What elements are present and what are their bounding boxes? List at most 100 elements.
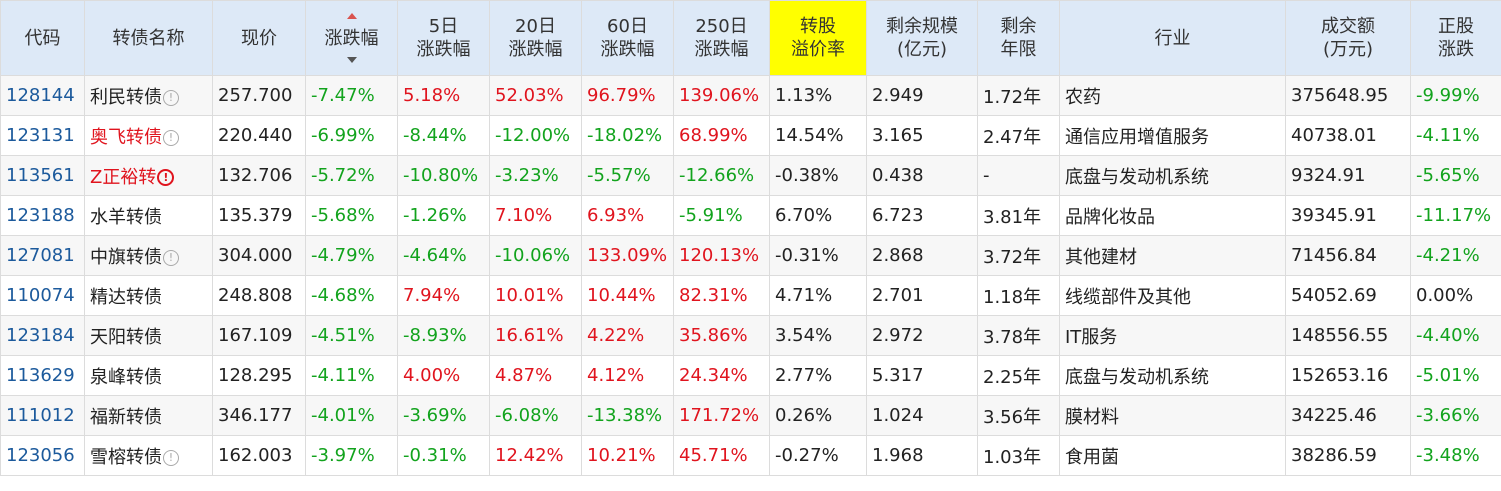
years-cell-text: 1.03年 xyxy=(983,446,1042,468)
volume-cell: 34225.46 xyxy=(1285,395,1411,436)
col-header-5d[interactable]: 5日 涨跌幅 xyxy=(397,0,490,76)
code-cell-text[interactable]: 113629 xyxy=(6,365,75,386)
col-header-20d[interactable]: 20日 涨跌幅 xyxy=(489,0,582,76)
change-20d-cell-text: -3.23% xyxy=(495,165,559,186)
code-cell-text[interactable]: 123184 xyxy=(6,325,75,346)
years-cell-text: 1.72年 xyxy=(983,86,1042,108)
volume-cell: 152653.16 xyxy=(1285,355,1411,396)
table-row[interactable]: 128144 利民转债! 257.700 -7.47% 5.18% 52.03% 96.79… xyxy=(0,75,1501,116)
table-row[interactable]: 127081 中旗转债! 304.000 -4.79% -4.64% -10.06% 133… xyxy=(0,235,1501,276)
price-cell: 132.706 xyxy=(212,155,306,196)
change-20d-cell: 12.42% xyxy=(489,435,582,476)
table-body: 128144 利民转债! 257.700 -7.47% 5.18% 52.03% 96.79… xyxy=(0,75,1501,476)
col-header-250d[interactable]: 250日 涨跌幅 xyxy=(673,0,770,76)
code-cell[interactable]: 123056 xyxy=(0,435,85,476)
col-header-volume[interactable]: 成交额 (万元) xyxy=(1285,0,1411,76)
name-cell[interactable]: 雪榕转债! xyxy=(84,435,213,476)
col-header-change[interactable]: 涨跌幅 xyxy=(305,0,398,76)
table-row[interactable]: 113629 泉峰转债 128.295 -4.11% 4.00% 4.87% 4.12% 24… xyxy=(0,355,1501,396)
change-60d-cell: -18.02% xyxy=(581,115,674,156)
change-60d-cell-text: -13.38% xyxy=(587,405,663,426)
change-cell-text: -4.51% xyxy=(311,325,375,346)
name-cell-text[interactable]: 雪榕转债 xyxy=(90,446,162,468)
change-250d-cell: 171.72% xyxy=(673,395,770,436)
code-cell-text[interactable]: 113561 xyxy=(6,165,75,186)
col-header-name[interactable]: 转债名称 xyxy=(84,0,213,76)
price-cell-text: 248.808 xyxy=(218,285,293,306)
warning-icon[interactable]: ! xyxy=(157,168,175,186)
code-cell-text[interactable]: 110074 xyxy=(6,285,75,306)
change-5d-cell: -1.26% xyxy=(397,195,490,236)
change-20d-cell-text: 10.01% xyxy=(495,285,564,306)
name-cell-text[interactable]: 水羊转债 xyxy=(90,206,162,228)
code-cell[interactable]: 113629 xyxy=(0,355,85,396)
code-cell-text[interactable]: 128144 xyxy=(6,85,75,106)
col-header-stock[interactable]: 正股 涨跌 xyxy=(1410,0,1501,76)
name-cell[interactable]: Z正裕转! xyxy=(84,155,213,196)
name-cell[interactable]: 水羊转债 xyxy=(84,195,213,236)
industry-cell-text: 底盘与发动机系统 xyxy=(1065,166,1209,188)
name-cell-text[interactable]: 奥飞转债 xyxy=(90,126,162,148)
name-cell[interactable]: 中旗转债! xyxy=(84,235,213,276)
table-row[interactable]: 113561 Z正裕转! 132.706 -5.72% -10.80% -3.23% -5.… xyxy=(0,155,1501,196)
change-250d-cell-text: 171.72% xyxy=(679,405,760,426)
industry-cell: 通信应用增值服务 xyxy=(1059,115,1286,156)
name-cell-text[interactable]: Z正裕转 xyxy=(90,166,157,188)
table-row[interactable]: 110074 精达转债 248.808 -4.68% 7.94% 10.01% 10.44%… xyxy=(0,275,1501,316)
code-cell[interactable]: 123188 xyxy=(0,195,85,236)
name-cell-text[interactable]: 中旗转债 xyxy=(90,246,162,268)
name-cell-text[interactable]: 天阳转债 xyxy=(90,326,162,348)
info-icon[interactable]: ! xyxy=(163,449,179,466)
col-header-code[interactable]: 代码 xyxy=(0,0,85,76)
name-cell-text[interactable]: 泉峰转债 xyxy=(90,366,162,388)
code-cell[interactable]: 128144 xyxy=(0,75,85,116)
col-header-years[interactable]: 剩余 年限 xyxy=(977,0,1060,76)
table-row[interactable]: 111012 福新转债 346.177 -4.01% -3.69% -6.08% -13.3… xyxy=(0,395,1501,436)
name-cell[interactable]: 奥飞转债! xyxy=(84,115,213,156)
name-cell[interactable]: 精达转债 xyxy=(84,275,213,316)
change-cell: -4.51% xyxy=(305,315,398,356)
change-250d-cell-text: 68.99% xyxy=(679,125,748,146)
col-header-5d-line1: 5日 xyxy=(428,16,459,37)
premium-cell-text: 6.70% xyxy=(775,205,833,226)
col-header-premium[interactable]: 转股 溢价率 xyxy=(769,0,867,76)
change-5d-cell: -0.31% xyxy=(397,435,490,476)
table-row[interactable]: 123188 水羊转债 135.379 -5.68% -1.26% 7.10% 6.93% -… xyxy=(0,195,1501,236)
change-250d-cell: -5.91% xyxy=(673,195,770,236)
price-cell-text: 167.109 xyxy=(218,325,293,346)
volume-cell-text: 148556.55 xyxy=(1291,325,1389,346)
scale-cell-text: 3.165 xyxy=(872,125,924,146)
code-cell-text[interactable]: 127081 xyxy=(6,245,75,266)
name-cell-text[interactable]: 福新转债 xyxy=(90,406,162,428)
info-icon[interactable]: ! xyxy=(163,129,179,146)
info-icon[interactable]: ! xyxy=(163,89,179,106)
code-cell[interactable]: 123184 xyxy=(0,315,85,356)
name-cell[interactable]: 福新转债 xyxy=(84,395,213,436)
code-cell-text[interactable]: 123188 xyxy=(6,205,75,226)
col-header-60d[interactable]: 60日 涨跌幅 xyxy=(581,0,674,76)
name-cell-text[interactable]: 精达转债 xyxy=(90,286,162,308)
col-header-industry[interactable]: 行业 xyxy=(1059,0,1286,76)
name-cell[interactable]: 天阳转债 xyxy=(84,315,213,356)
code-cell[interactable]: 127081 xyxy=(0,235,85,276)
name-cell[interactable]: 泉峰转债 xyxy=(84,355,213,396)
code-cell[interactable]: 110074 xyxy=(0,275,85,316)
code-cell[interactable]: 113561 xyxy=(0,155,85,196)
change-cell: -3.97% xyxy=(305,435,398,476)
code-cell-text[interactable]: 111012 xyxy=(6,405,75,426)
info-icon[interactable]: ! xyxy=(163,249,179,266)
scale-cell-text: 1.024 xyxy=(872,405,924,426)
name-cell-text[interactable]: 利民转债 xyxy=(90,86,162,108)
col-header-price[interactable]: 现价 xyxy=(212,0,306,76)
code-cell[interactable]: 111012 xyxy=(0,395,85,436)
table-row[interactable]: 123056 雪榕转债! 162.003 -3.97% -0.31% 12.42% 10.2… xyxy=(0,435,1501,476)
table-row[interactable]: 123131 奥飞转债! 220.440 -6.99% -8.44% -12.00% -18… xyxy=(0,115,1501,156)
table-row[interactable]: 123184 天阳转债 167.109 -4.51% -8.93% 16.61% 4.22%… xyxy=(0,315,1501,356)
scale-cell: 2.972 xyxy=(866,315,978,356)
code-cell-text[interactable]: 123131 xyxy=(6,125,75,146)
code-cell-text[interactable]: 123056 xyxy=(6,445,75,466)
name-cell[interactable]: 利民转债! xyxy=(84,75,213,116)
col-header-scale[interactable]: 剩余规模 (亿元) xyxy=(866,0,978,76)
code-cell[interactable]: 123131 xyxy=(0,115,85,156)
change-250d-cell: 139.06% xyxy=(673,75,770,116)
